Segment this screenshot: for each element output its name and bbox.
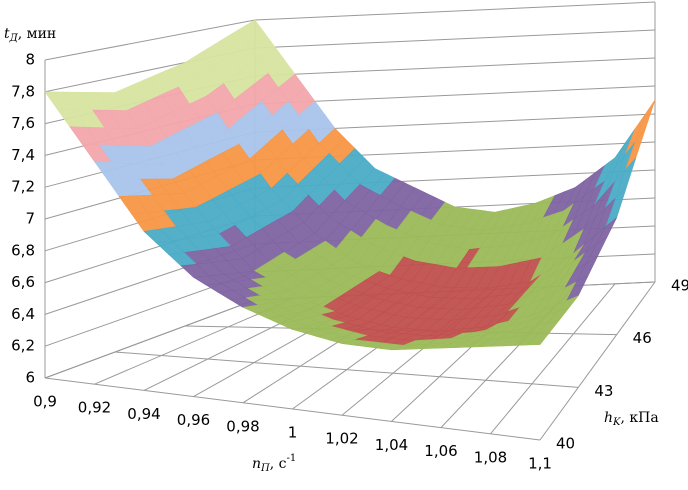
z-tick-label: 7,8 (11, 82, 35, 100)
x-axis-title: nП, с-1 (252, 453, 296, 474)
x-tick-label: 1 (288, 424, 298, 442)
x-tick-label: 1,02 (325, 430, 358, 448)
z-tick-label: 8 (25, 51, 35, 69)
floor-grid-line (490, 283, 616, 435)
y-tick-label: 49 (671, 277, 688, 295)
z-tick-label: 7,6 (11, 114, 35, 132)
x-tick-label: 1,1 (528, 455, 552, 473)
y-axis-title: hK, кПа (604, 410, 659, 428)
back-wall-grid-line (254, 85, 656, 105)
x-tick-label: 0,94 (127, 405, 160, 423)
x-tick-label: 1,06 (424, 442, 457, 460)
surface-patch (634, 99, 656, 143)
y-tick-label: 43 (594, 382, 613, 400)
z-tick-label: 6,8 (11, 241, 35, 259)
x-tick-label: 1,04 (375, 436, 408, 454)
x-tick-label: 0,92 (78, 399, 111, 417)
x-tick-label: 0,98 (226, 417, 259, 435)
surface (44, 19, 656, 351)
x-tick-label: 1,08 (474, 448, 507, 466)
y-tick-label: 46 (633, 329, 652, 347)
floor-grid-line (44, 377, 541, 441)
z-tick-label: 7,4 (11, 146, 35, 164)
z-tick-label: 6,2 (11, 337, 35, 355)
surface-patch (526, 332, 551, 346)
z-tick-label: 6,6 (11, 273, 35, 291)
back-wall-grid-line (254, 57, 656, 77)
labels: 6 6,2 6,4 6,6 6,8 7 7,2 7,4 7,6 7,8 8 0,9 0,92 0,94 0,… (11, 51, 688, 473)
floor-grid-line (114, 351, 579, 388)
y-tick-label: 40 (556, 435, 575, 453)
x-tick-label: 0,96 (177, 411, 210, 429)
z-tick-label: 6,4 (11, 305, 35, 323)
x-tick-label: 0,9 (33, 393, 57, 411)
back-wall-grid-line (254, 1, 656, 21)
back-wall-grid-line (254, 29, 656, 49)
z-tick-label: 7,2 (11, 178, 35, 196)
floor-grid-line (44, 299, 256, 379)
z-axis-title: tД, мин (4, 26, 56, 44)
z-tick-label: 6 (25, 369, 35, 387)
left-wall-grid-line (44, 19, 256, 61)
z-tick-label: 7 (25, 210, 35, 228)
floor-grid-line (539, 281, 656, 441)
